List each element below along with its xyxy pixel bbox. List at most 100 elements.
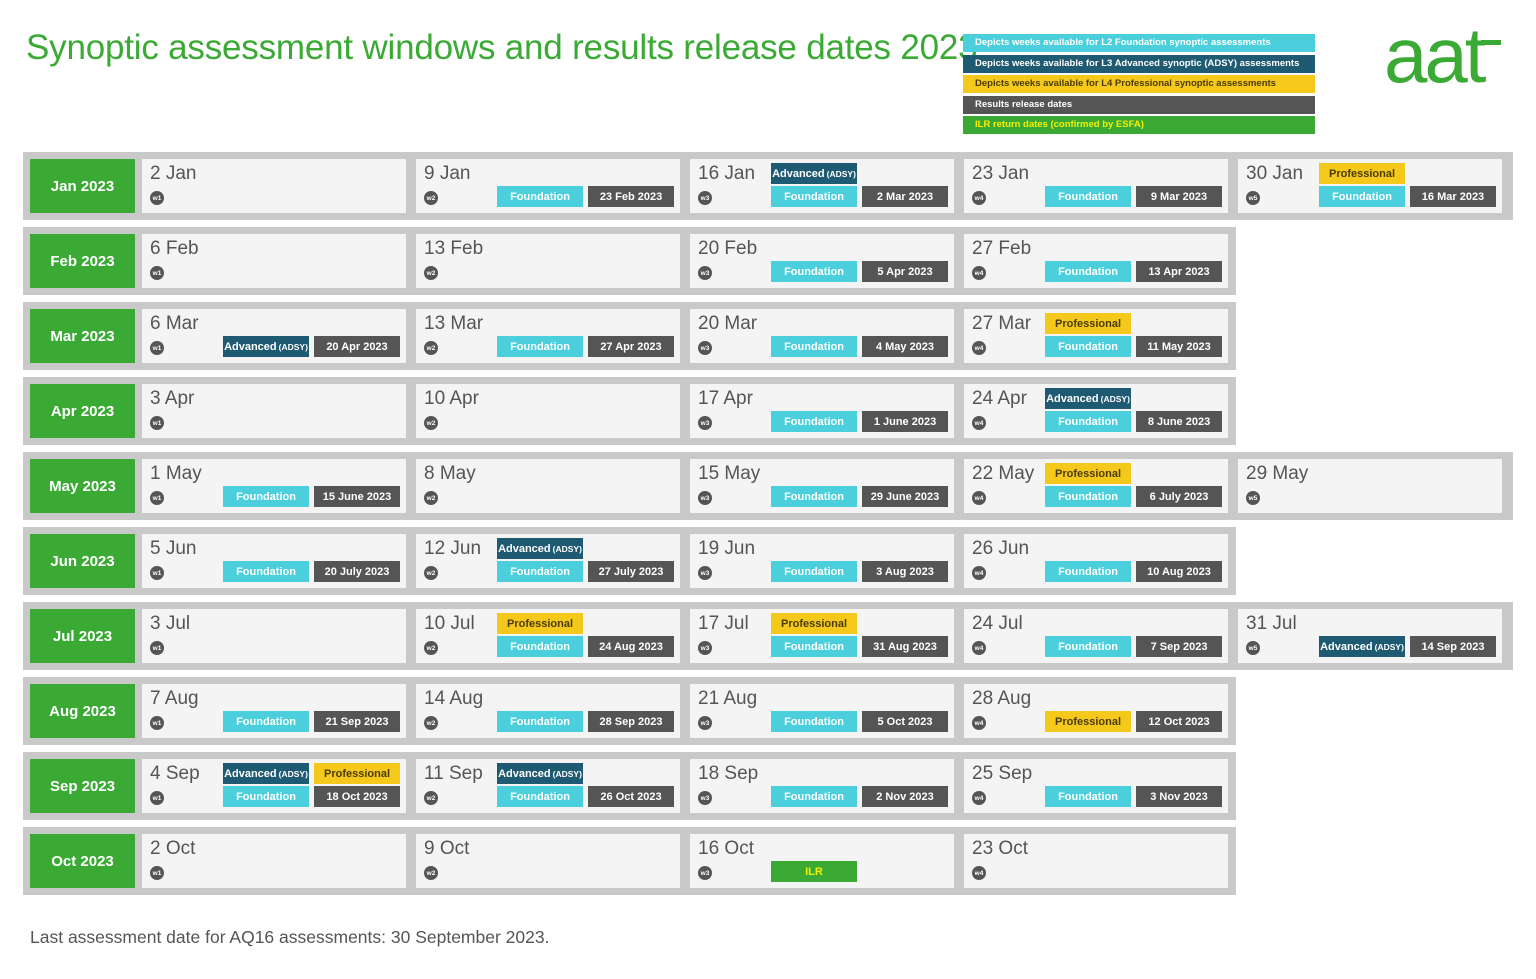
svg-text:aat: aat	[1384, 18, 1487, 90]
results-release-date: 2 Nov 2023	[862, 786, 948, 807]
month-row: Apr 2023 3 Apr w1 10 Apr w2 17 Apr w3 Foundatio…	[23, 377, 1236, 445]
foundation-tag: Foundation	[771, 186, 857, 207]
week-cell: 3 Apr w1	[142, 384, 406, 438]
week-cell: 31 Jul w5 Advanced (ADSY) 14 Sep 2023	[1238, 609, 1502, 663]
week-cell: 7 Aug w1 Foundation 21 Sep 2023	[142, 684, 406, 738]
advanced-tag: Advanced (ADSY)	[223, 336, 309, 357]
foundation-tag: Foundation	[223, 486, 309, 507]
week-date: 29 May	[1246, 463, 1309, 484]
legend-item: Depicts weeks available for L4 Professio…	[963, 75, 1315, 93]
week-number-badge: w3	[698, 716, 712, 730]
results-release-date: 3 Nov 2023	[1136, 786, 1222, 807]
professional-tag: Professional	[1045, 711, 1131, 732]
week-cell: 12 Jun w2 Foundation Advanced (ADSY) 27 July …	[416, 534, 680, 588]
week-cell: 9 Jan w2 Foundation 23 Feb 2023	[416, 159, 680, 213]
week-cell: 3 Jul w1	[142, 609, 406, 663]
week-date: 17 Jul	[698, 613, 749, 634]
week-number-badge: w1	[150, 716, 164, 730]
advanced-label: Advanced	[772, 167, 825, 180]
week-number-badge: w1	[150, 341, 164, 355]
week-cell: 19 Jun w3 Foundation 3 Aug 2023	[690, 534, 954, 588]
week-number-badge: w4	[972, 866, 986, 880]
week-number-badge: w3	[698, 416, 712, 430]
week-cell: 16 Jan w3 Foundation Advanced (ADSY) 2 Mar 20…	[690, 159, 954, 213]
foundation-tag: Foundation	[771, 711, 857, 732]
week-cell: 5 Jun w1 Foundation 20 July 2023	[142, 534, 406, 588]
results-release-date: 28 Sep 2023	[588, 711, 674, 732]
week-cell: 4 Sep w1 Foundation Advanced (ADSY) Professio…	[142, 759, 406, 813]
week-date: 27 Mar	[972, 313, 1032, 334]
week-date: 9 Jan	[424, 163, 471, 184]
week-cell: 16 Oct w3 ILR	[690, 834, 954, 888]
week-cell: 9 Oct w2	[416, 834, 680, 888]
week-number-badge: w2	[424, 341, 438, 355]
week-number-badge: w2	[424, 566, 438, 580]
week-cell: 10 Apr w2	[416, 384, 680, 438]
results-release-date: 27 Apr 2023	[588, 336, 674, 357]
foundation-tag: Foundation	[497, 186, 583, 207]
month-label: Oct 2023	[30, 834, 135, 888]
results-release-date: 2 Mar 2023	[862, 186, 948, 207]
month-row: Mar 2023 6 Mar w1 Advanced (ADSY) 20 Apr 2023…	[23, 302, 1236, 370]
foundation-tag: Foundation	[1045, 336, 1131, 357]
foundation-tag: Foundation	[1045, 186, 1131, 207]
legend-item: Depicts weeks available for L2 Foundatio…	[963, 34, 1315, 52]
month-row: Jun 2023 5 Jun w1 Foundation 20 July 2023 12 …	[23, 527, 1236, 595]
advanced-label: Advanced	[1046, 392, 1099, 405]
legend: Depicts weeks available for L2 Foundatio…	[963, 34, 1315, 137]
results-release-date: 5 Oct 2023	[862, 711, 948, 732]
week-number-badge: w1	[150, 266, 164, 280]
professional-tag: Professional	[1045, 313, 1131, 334]
week-date: 22 May	[972, 463, 1035, 484]
aat-logo: aat	[1384, 18, 1501, 90]
foundation-tag: Foundation	[1319, 186, 1405, 207]
month-label: Jun 2023	[30, 534, 135, 588]
month-label: May 2023	[30, 459, 135, 513]
week-date: 1 May	[150, 463, 202, 484]
legend-item: ILR return dates (confirmed by ESFA)	[963, 116, 1315, 134]
professional-tag: Professional	[314, 763, 400, 784]
adsy-label: (ADSY)	[278, 341, 308, 352]
results-release-date: 20 July 2023	[314, 561, 400, 582]
week-date: 16 Jan	[698, 163, 756, 184]
advanced-tag: Advanced (ADSY)	[223, 763, 309, 784]
week-date: 12 Jun	[424, 538, 482, 559]
adsy-label: (ADSY)	[826, 168, 856, 179]
week-date: 24 Apr	[972, 388, 1027, 409]
week-number-badge: w5	[1246, 641, 1260, 655]
adsy-label: (ADSY)	[278, 768, 308, 779]
week-date: 25 Sep	[972, 763, 1033, 784]
week-cell: 24 Jul w4 Foundation 7 Sep 2023	[964, 609, 1228, 663]
professional-tag: Professional	[1045, 463, 1131, 484]
month-row: May 2023 1 May w1 Foundation 15 June 2023 8 M…	[23, 452, 1513, 520]
foundation-tag: Foundation	[1045, 261, 1131, 282]
week-number-badge: w4	[972, 791, 986, 805]
week-cell: 2 Oct w1	[142, 834, 406, 888]
foundation-tag: Foundation	[771, 636, 857, 657]
week-date: 2 Oct	[150, 838, 196, 859]
foundation-tag: Foundation	[1045, 561, 1131, 582]
week-number-badge: w1	[150, 866, 164, 880]
results-release-date: 13 Apr 2023	[1136, 261, 1222, 282]
month-label: Apr 2023	[30, 384, 135, 438]
month-row: Jan 2023 2 Jan w1 9 Jan w2 Foundation 23 Feb 2…	[23, 152, 1513, 220]
week-date: 16 Oct	[698, 838, 754, 859]
results-release-date: 12 Oct 2023	[1136, 711, 1222, 732]
week-number-badge: w1	[150, 491, 164, 505]
week-date: 21 Aug	[698, 688, 758, 709]
professional-tag: Professional	[497, 613, 583, 634]
legend-item: Results release dates	[963, 95, 1315, 114]
week-date: 30 Jan	[1246, 163, 1304, 184]
week-cell: 11 Sep w2 Foundation Advanced (ADSY) 26 Oct 2…	[416, 759, 680, 813]
week-cell: 23 Oct w4	[964, 834, 1228, 888]
month-label: Aug 2023	[30, 684, 135, 738]
results-release-date: 21 Sep 2023	[314, 711, 400, 732]
page-title: Synoptic assessment windows and results …	[26, 28, 978, 67]
week-number-badge: w2	[424, 866, 438, 880]
week-date: 31 Jul	[1246, 613, 1297, 634]
foundation-tag: Foundation	[223, 711, 309, 732]
week-date: 2 Jan	[150, 163, 197, 184]
week-cell: 17 Apr w3 Foundation 1 June 2023	[690, 384, 954, 438]
results-release-date: 14 Sep 2023	[1410, 636, 1496, 657]
results-release-date: 26 Oct 2023	[588, 786, 674, 807]
